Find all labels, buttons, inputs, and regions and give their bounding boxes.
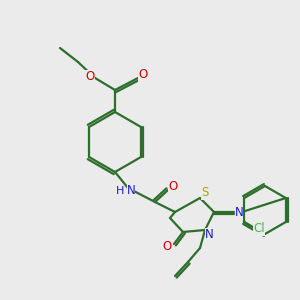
Text: N: N [235,206,243,220]
Text: N: N [127,184,135,197]
Text: S: S [201,187,209,200]
Text: Cl: Cl [254,223,265,236]
Text: O: O [162,241,172,254]
Text: O: O [168,181,178,194]
Text: O: O [138,68,148,82]
Text: O: O [85,70,94,83]
Text: N: N [205,227,213,241]
Text: H: H [116,186,124,196]
